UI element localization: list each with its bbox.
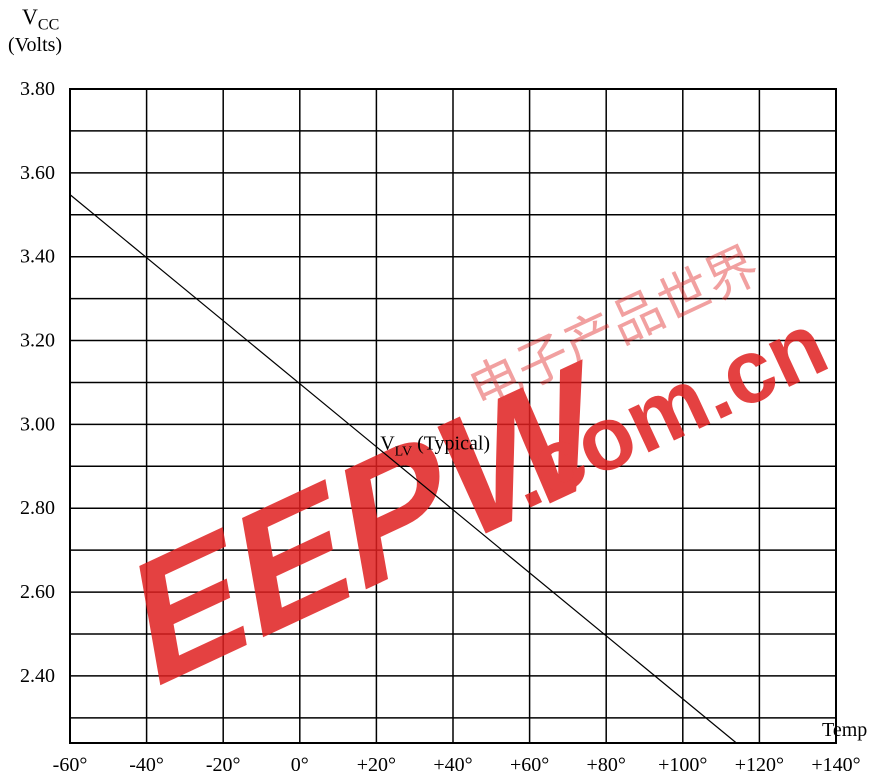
x-tick-label: +60° bbox=[510, 754, 549, 776]
y-tick-label: 2.80 bbox=[20, 497, 55, 519]
x-tick-label: +140° bbox=[811, 754, 860, 776]
x-tick-labels: -60° -40° -20° 0° +20° +40° +60° +80° +100° +120°… bbox=[53, 754, 861, 776]
grid bbox=[69, 88, 837, 744]
y-tick-label: 3.20 bbox=[20, 330, 55, 352]
x-tick-label: +120° bbox=[735, 754, 784, 776]
x-tick-label: +40° bbox=[433, 754, 472, 776]
x-tick-label: 0° bbox=[291, 754, 309, 776]
x-tick-label: -20° bbox=[206, 754, 241, 776]
y-tick-label: 3.80 bbox=[20, 78, 55, 100]
y-axis-label: VCC bbox=[22, 4, 60, 34]
y-tick-label: 3.00 bbox=[20, 413, 55, 435]
watermark: EEPW .com.cn 电子产品世界 bbox=[122, 236, 841, 728]
series-layer bbox=[69, 194, 737, 744]
plot-frame bbox=[69, 88, 837, 744]
x-tick-label: -40° bbox=[129, 754, 164, 776]
x-tick-label: +100° bbox=[658, 754, 707, 776]
y-tick-label: 2.40 bbox=[20, 665, 55, 687]
x-tick-label: -60° bbox=[53, 754, 88, 776]
y-tick-label: 3.40 bbox=[20, 246, 55, 268]
x-tick-label: +20° bbox=[357, 754, 396, 776]
y-axis-unit: (Volts) bbox=[8, 34, 63, 56]
y-tick-label: 3.60 bbox=[20, 162, 55, 184]
series-label: VLV (Typical) bbox=[380, 433, 490, 460]
x-tick-label: +80° bbox=[587, 754, 626, 776]
y-tick-labels: 3.80 3.60 3.40 3.20 3.00 2.80 2.60 2.40 bbox=[20, 78, 55, 687]
y-tick-label: 2.60 bbox=[20, 581, 55, 603]
x-axis-label: Temp bbox=[822, 719, 868, 741]
series-line bbox=[69, 194, 737, 744]
